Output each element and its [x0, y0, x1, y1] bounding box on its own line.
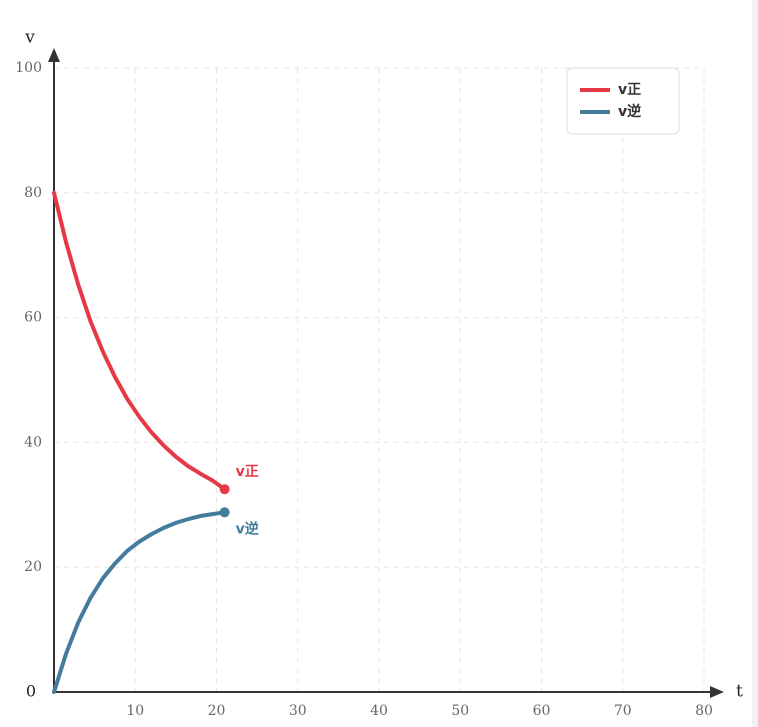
x-tick-label: 80: [695, 703, 713, 719]
x-arrow: [710, 686, 724, 698]
y-axis-label: v: [24, 28, 35, 48]
y-arrow: [48, 48, 60, 62]
x-tick-label: 20: [208, 703, 226, 719]
end-point: [219, 484, 230, 495]
x-tick-label: 10: [126, 703, 144, 719]
y-tick-label: 20: [24, 559, 42, 575]
x-tick-label: 50: [451, 703, 469, 719]
y-tick-label: 60: [24, 310, 42, 326]
end-point: [219, 507, 230, 518]
y-tick-label: 40: [24, 434, 42, 450]
y-tick-label: 80: [24, 185, 42, 201]
data-label: v逆: [236, 520, 259, 537]
legend-box: [566, 67, 680, 135]
x-tick-label: 60: [533, 703, 551, 719]
y-tick-label: 100: [15, 60, 42, 76]
data-label: v正: [236, 464, 259, 480]
x-tick-label: 70: [614, 703, 632, 719]
x-tick-label: 40: [370, 703, 388, 719]
y-tick-label: 0: [26, 682, 36, 701]
x-tick-label: 30: [289, 703, 307, 719]
legend-label: v正: [618, 82, 641, 98]
scrollbar: [752, 0, 758, 727]
grid: [54, 67, 705, 692]
x-axis-label: t: [736, 682, 743, 702]
legend-label: v逆: [618, 103, 641, 120]
line: [52, 510, 227, 694]
line: [52, 190, 227, 492]
